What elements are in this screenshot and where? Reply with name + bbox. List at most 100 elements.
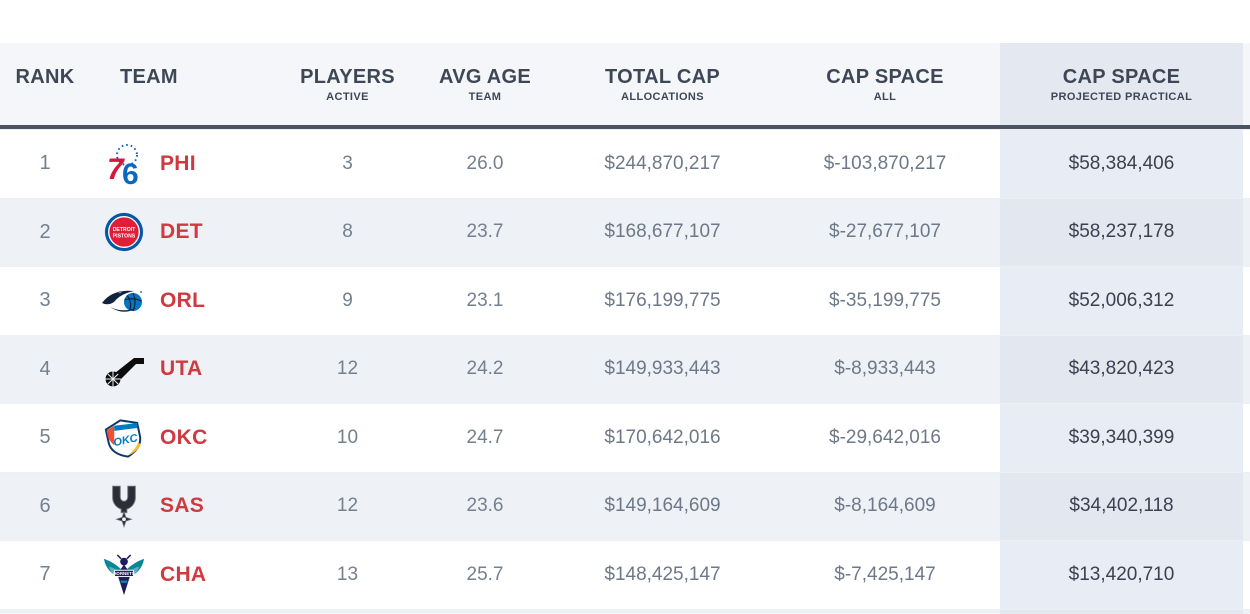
svg-text:6: 6 bbox=[122, 158, 139, 186]
team-cell[interactable]: OKC OKC bbox=[90, 404, 280, 472]
total-cap-value: $244,870,217 bbox=[604, 152, 721, 174]
column-sublabel: TEAM bbox=[468, 91, 502, 103]
cap-space-all-value: $-27,677,107 bbox=[829, 221, 941, 243]
avg-age-value: 25.7 bbox=[466, 563, 504, 585]
players-value bbox=[280, 610, 415, 614]
cap-space-projected-value: $34,402,118 bbox=[1000, 472, 1243, 540]
team-cell[interactable]: SAS bbox=[90, 473, 280, 541]
players-value: 8 bbox=[342, 221, 353, 243]
team-cell[interactable]: DETROIT PISTONS DET bbox=[90, 199, 280, 267]
rank-value: 6 bbox=[39, 494, 51, 517]
team-abbr-link[interactable]: UTA bbox=[160, 357, 203, 381]
column-sublabel: ACTIVE bbox=[326, 91, 369, 103]
cap-space-table: RANK TEAM PLAYERS ACTIVE AVG AGE TEAM TO… bbox=[0, 43, 1250, 614]
team-abbr-link[interactable]: SAS bbox=[160, 494, 205, 518]
clipped-cell bbox=[1243, 610, 1250, 614]
oklahoma-city-thunder-logo-icon: OKC bbox=[100, 416, 148, 460]
column-header-rank[interactable]: RANK bbox=[0, 43, 90, 129]
rank-value: 7 bbox=[39, 563, 51, 586]
clipped-cell bbox=[1243, 336, 1250, 404]
svg-text:HORNETS: HORNETS bbox=[113, 571, 135, 576]
players-value: 12 bbox=[336, 358, 359, 380]
team-cell[interactable]: 7 6 PHI bbox=[90, 130, 280, 198]
total-cap-value: $170,642,016 bbox=[604, 426, 721, 448]
column-header-cap-space-all[interactable]: CAP SPACE ALL bbox=[770, 43, 1000, 129]
total-cap-value: $148,425,147 bbox=[604, 563, 721, 585]
team-abbr-link[interactable]: ORL bbox=[160, 288, 206, 312]
column-label: RANK bbox=[15, 66, 75, 88]
total-cap-value: $149,164,609 bbox=[604, 495, 721, 517]
avg-age-value: 23.6 bbox=[466, 495, 504, 517]
philadelphia-76ers-logo-icon: 7 6 bbox=[100, 142, 148, 186]
cap-space-projected-value: $52,006,312 bbox=[1000, 267, 1243, 335]
players-value: 9 bbox=[342, 289, 353, 311]
detroit-pistons-logo-icon: DETROIT PISTONS bbox=[100, 210, 148, 254]
column-header-players[interactable]: PLAYERS ACTIVE bbox=[280, 43, 415, 129]
clipped-cell bbox=[1243, 541, 1250, 609]
total-cap-value bbox=[555, 610, 770, 614]
team-cell[interactable]: UTA bbox=[90, 336, 280, 404]
column-header-cap-space-projected[interactable]: CAP SPACE PROJECTED PRACTICAL bbox=[1000, 43, 1243, 129]
svg-text:7: 7 bbox=[107, 153, 125, 186]
team-cell[interactable]: ORL bbox=[90, 267, 280, 335]
cap-space-projected-value bbox=[1000, 609, 1243, 614]
cap-space-all-value: $-8,933,443 bbox=[834, 358, 936, 380]
table-row-clipped bbox=[0, 608, 1250, 614]
players-value: 3 bbox=[342, 152, 353, 174]
column-label: TOTAL CAP bbox=[605, 66, 720, 88]
column-header-next-clipped bbox=[1243, 43, 1250, 129]
top-whitespace bbox=[0, 0, 1250, 43]
column-sublabel: ALL bbox=[873, 91, 897, 103]
svg-text:DETROIT: DETROIT bbox=[113, 227, 136, 233]
rank-value: 2 bbox=[39, 220, 51, 243]
column-label: PLAYERS bbox=[300, 66, 395, 88]
team-abbr-link[interactable]: DET bbox=[160, 220, 203, 244]
svg-text:PISTONS: PISTONS bbox=[113, 234, 136, 240]
clipped-cell bbox=[1243, 267, 1250, 335]
san-antonio-spurs-logo-icon bbox=[100, 484, 148, 529]
avg-age-value: 23.7 bbox=[466, 221, 504, 243]
rank-value bbox=[0, 610, 90, 614]
column-header-total-cap[interactable]: TOTAL CAP ALLOCATIONS bbox=[555, 43, 770, 129]
rank-value: 5 bbox=[39, 426, 51, 449]
utah-jazz-logo-icon bbox=[100, 347, 148, 391]
team-abbr-link[interactable]: CHA bbox=[160, 562, 207, 586]
table-row: 5 OKC OKC 10 24.7 $1 bbox=[0, 403, 1250, 472]
clipped-cell bbox=[1243, 130, 1250, 198]
table-row: 4 UTA 12 24.2 $149,933,443 $-8,933,443 $… bbox=[0, 334, 1250, 404]
cap-space-all-value: $-7,425,147 bbox=[834, 563, 936, 585]
players-value: 13 bbox=[336, 563, 359, 585]
clipped-cell bbox=[1243, 473, 1250, 541]
total-cap-value: $176,199,775 bbox=[604, 289, 721, 311]
rank-value: 4 bbox=[39, 357, 51, 380]
table-row: 1 7 6 PHI 3 26.0 $244,870,217 $-103,870,… bbox=[0, 129, 1250, 198]
column-label: AVG AGE bbox=[438, 66, 532, 88]
avg-age-value bbox=[415, 610, 555, 614]
orlando-magic-logo-icon bbox=[100, 279, 148, 323]
clipped-cell bbox=[1243, 404, 1250, 472]
column-sublabel: PROJECTED PRACTICAL bbox=[1050, 91, 1193, 103]
players-value: 10 bbox=[336, 426, 359, 448]
cap-space-projected-value: $58,384,406 bbox=[1000, 130, 1243, 198]
avg-age-value: 24.7 bbox=[466, 426, 504, 448]
cap-space-all-value: $-29,642,016 bbox=[829, 426, 941, 448]
table-row: 7 HORNETS CHA bbox=[0, 540, 1250, 609]
column-header-avg-age[interactable]: AVG AGE TEAM bbox=[415, 43, 555, 129]
column-header-team[interactable]: TEAM bbox=[90, 43, 280, 129]
column-sublabel: ALLOCATIONS bbox=[620, 91, 705, 103]
column-label: CAP SPACE bbox=[1062, 66, 1181, 88]
rank-value: 3 bbox=[39, 289, 51, 312]
table-header: RANK TEAM PLAYERS ACTIVE AVG AGE TEAM TO… bbox=[0, 43, 1250, 129]
charlotte-hornets-logo-icon: HORNETS bbox=[100, 553, 148, 597]
cap-space-projected-value: $58,237,178 bbox=[1000, 198, 1243, 266]
team-abbr-link[interactable]: PHI bbox=[160, 151, 196, 175]
team-abbr-link[interactable]: OKC bbox=[160, 425, 208, 449]
rank-value: 1 bbox=[39, 152, 51, 175]
cap-space-all-value bbox=[770, 610, 1000, 614]
column-label: TEAM bbox=[120, 66, 178, 88]
team-cell bbox=[90, 610, 280, 614]
table-row: 2 DETROIT PISTONS DET 8 23.7 $168,677,10… bbox=[0, 197, 1250, 267]
cap-space-projected-value: $13,420,710 bbox=[1000, 541, 1243, 609]
team-cell[interactable]: HORNETS CHA bbox=[90, 541, 280, 609]
